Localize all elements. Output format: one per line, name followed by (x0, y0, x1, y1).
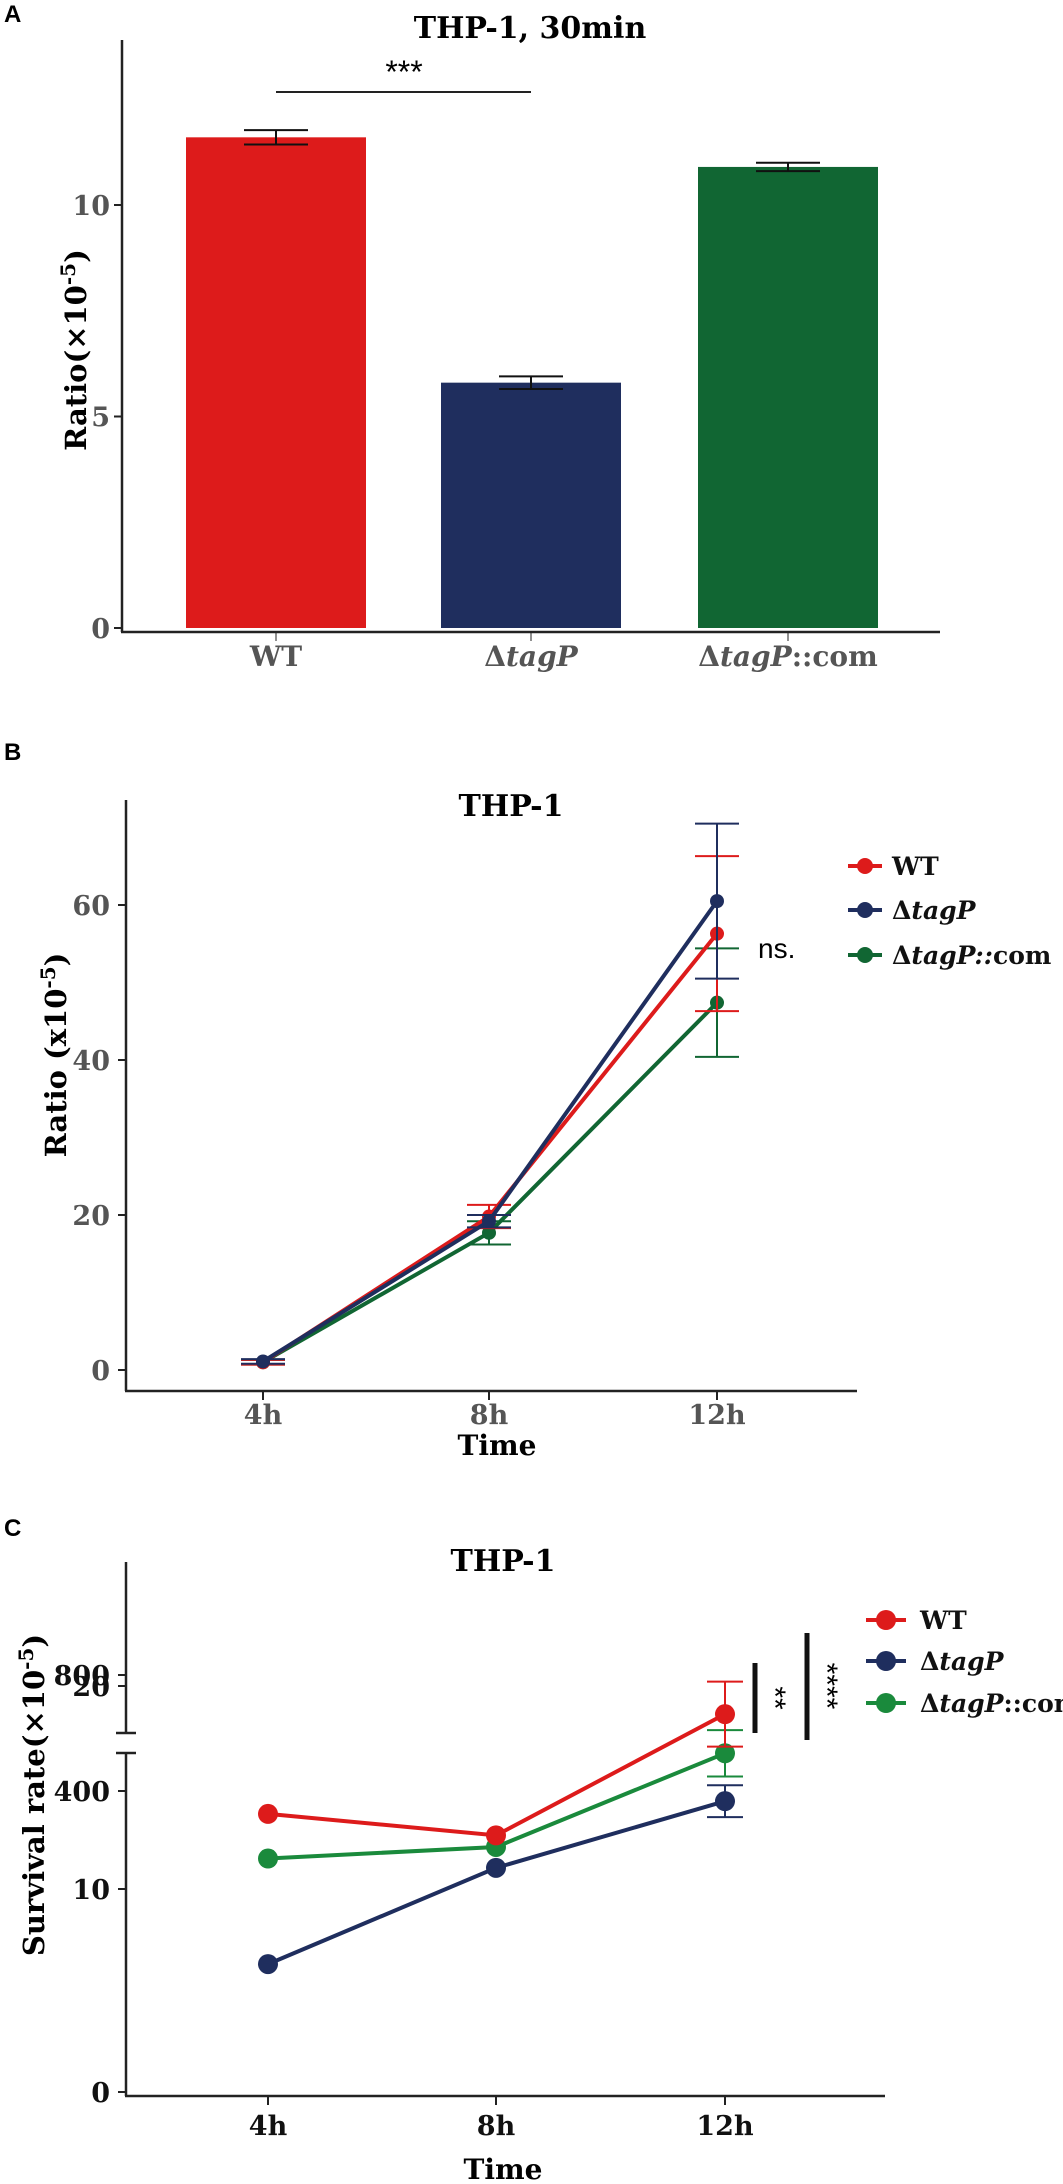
a-error-bar-3 (756, 161, 820, 173)
b-y-tick-label: 0 (91, 1356, 110, 1387)
b-title: THP-1 (459, 789, 564, 824)
b-x-tick-label: 8h (470, 1400, 509, 1431)
c-legend-swatch-dot (876, 1610, 896, 1630)
c-series-3 (258, 1729, 743, 1869)
c-data-point (486, 1857, 506, 1878)
a-bar-1 (186, 137, 366, 628)
b-y-ticks: 0 20 40 60 (72, 891, 126, 1387)
a-y-axis-label: Ratio(×10-5) (56, 249, 93, 451)
b-data-point (482, 1225, 496, 1240)
panel-c-label: C (4, 1515, 21, 1542)
c-legend-label: ΔtagP (920, 1647, 1005, 1676)
c-data-point (258, 1954, 278, 1975)
b-series-1 (241, 855, 739, 1370)
b-series-line (262, 1001, 719, 1364)
a-x-tick-label: WT (249, 640, 302, 673)
c-legend-swatch-dot (876, 1693, 896, 1713)
a-bar-3 (698, 166, 878, 628)
b-y-axis-label: Ratio (x10-5) (36, 953, 73, 1158)
c-sig-label-wt-tagp: **** (810, 1663, 843, 1710)
c-y-tick-label: 800 (54, 1661, 110, 1692)
b-legend-swatch-dot (857, 947, 873, 963)
b-legend-swatch-dot (857, 858, 873, 874)
a-error-bar-1 (244, 129, 308, 146)
b-series-3 (241, 947, 739, 1370)
c-legend-label: ΔtagP::com (920, 1689, 1063, 1718)
a-y-tick-label: 5 (91, 403, 110, 434)
b-x-tick-label: 4h (244, 1400, 283, 1431)
b-legend-label: WT (891, 852, 939, 881)
c-y-axis-label: Survival rate(×10-5) (14, 1634, 51, 1956)
c-legend-swatch-dot (876, 1651, 896, 1671)
c-y-tick-label: 0 (91, 2078, 110, 2109)
c-data-point (715, 1743, 735, 1764)
a-x-ticks: WT ΔtagP ΔtagP::com (249, 632, 878, 673)
c-significance: ** **** (752, 1633, 843, 1740)
c-axes (116, 1562, 885, 2098)
a-error-bar-2 (499, 375, 563, 391)
c-x-axis-label: Time (464, 2153, 543, 2184)
b-data-point (256, 1354, 270, 1369)
a-bar-2 (441, 382, 621, 628)
c-series-line (267, 1712, 726, 1838)
a-y-ticks: 0 5 10 (72, 191, 122, 645)
a-x-tick-label: ΔtagP::com (698, 640, 877, 673)
b-y-tick-label: 40 (72, 1046, 110, 1077)
c-data-point (258, 1848, 278, 1869)
panel-b-label: B (4, 739, 21, 766)
b-legend-label: ΔtagP (892, 896, 977, 925)
a-bars (186, 129, 878, 628)
b-series-2 (241, 822, 739, 1369)
c-data-point (715, 1704, 735, 1725)
c-x-ticks: 4h 8h 12h (249, 2096, 754, 2142)
a-title: THP-1, 30min (414, 11, 647, 46)
b-y-tick-label: 60 (72, 891, 110, 922)
c-title: THP-1 (451, 1544, 556, 1579)
b-x-axis-label: Time (458, 1429, 537, 1462)
c-x-tick-label: 8h (477, 2111, 516, 2142)
b-x-tick-label: 12h (688, 1400, 746, 1431)
b-axes (124, 800, 857, 1393)
b-y-tick-label: 20 (72, 1201, 110, 1232)
c-y-tick-label: 20 (72, 1672, 110, 1703)
c-series-1 (258, 1680, 743, 1846)
c-series-2 (258, 1784, 743, 1975)
b-data-point (482, 1214, 496, 1229)
c-x-tick-label: 4h (249, 2111, 288, 2142)
a-x-tick-label: ΔtagP (484, 640, 578, 673)
c-y-tick-label: 10 (72, 1875, 110, 1906)
c-data-point (715, 1791, 735, 1812)
c-x-tick-label: 12h (696, 2111, 754, 2142)
a-y-tick-label: 0 (91, 614, 110, 645)
c-data-point (258, 1803, 278, 1824)
a-y-tick-label: 10 (72, 191, 110, 222)
b-legend-swatch-dot (857, 902, 873, 918)
a-significance-label: *** (385, 54, 422, 90)
b-ns-annotation: ns. (758, 933, 795, 964)
b-plot-area (241, 822, 739, 1370)
b-legend-label: ΔtagP::com (892, 941, 1051, 970)
c-plot-area (258, 1680, 743, 1975)
b-x-ticks: 4h 8h 12h (244, 1391, 746, 1431)
c-legend-label: WT (919, 1606, 967, 1635)
panel-a-label: A (4, 1, 21, 28)
c-sig-label-com-tagp: ** (758, 1686, 791, 1710)
c-data-point (486, 1825, 506, 1846)
b-data-point (710, 894, 724, 909)
c-y-ticks: 0 10 20 400 800 (54, 1661, 126, 2109)
c-y-tick-label: 400 (54, 1777, 110, 1808)
b-series-line (261, 899, 719, 1364)
